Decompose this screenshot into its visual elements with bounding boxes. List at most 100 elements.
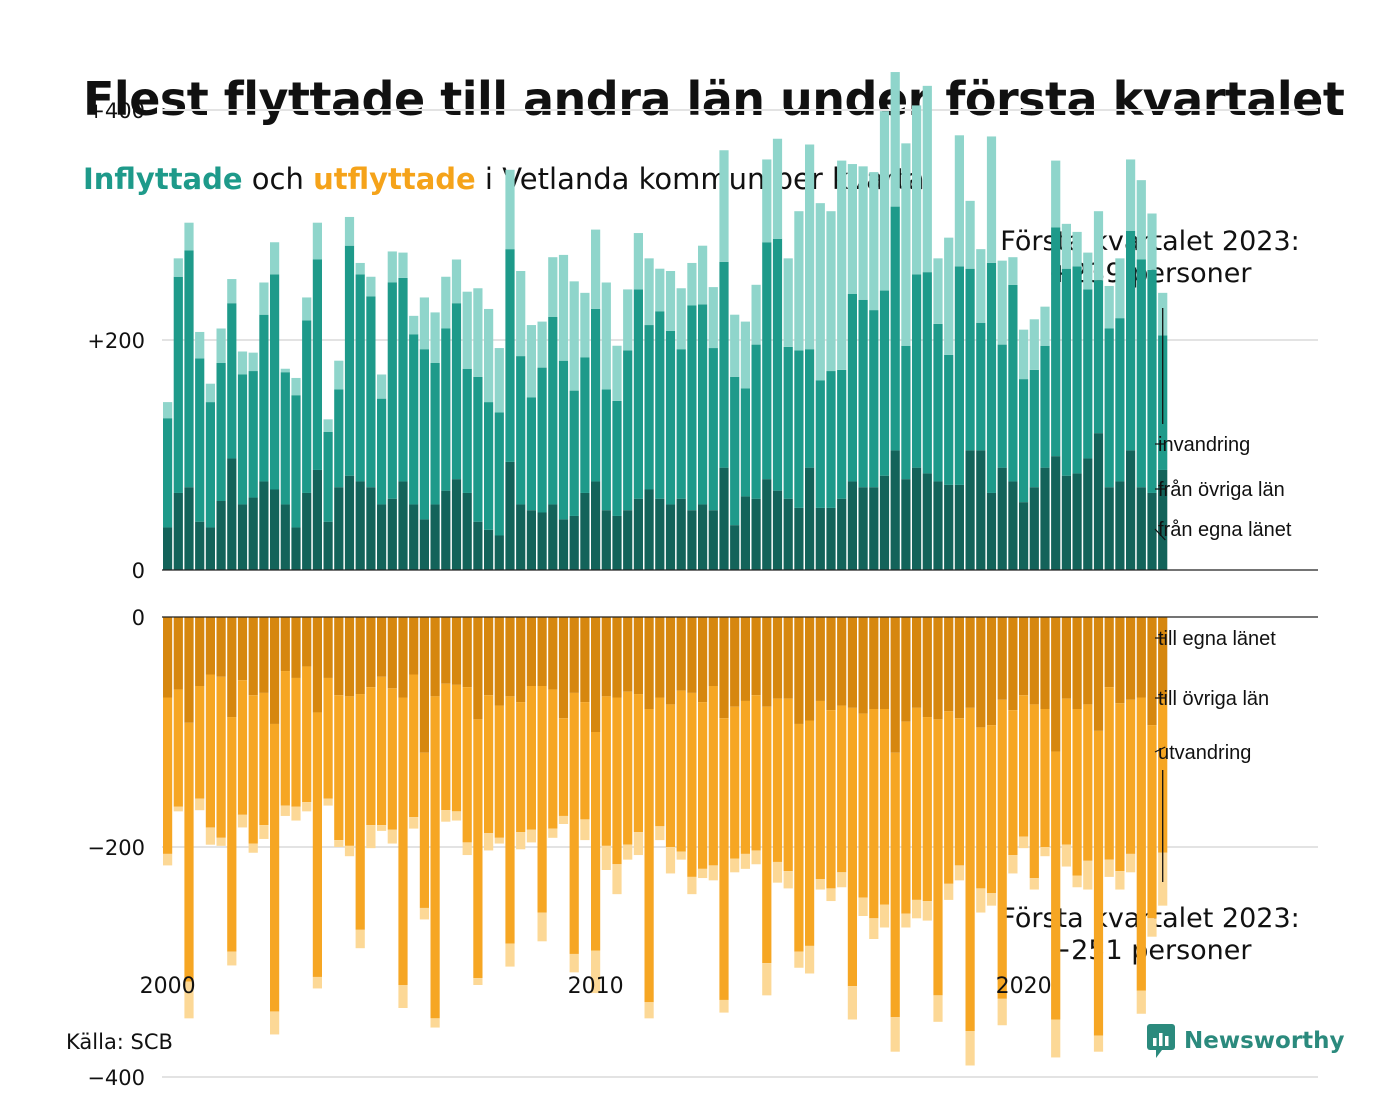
bar-out-ovriga [997, 699, 1007, 999]
bar-in-invandring [173, 258, 183, 277]
bar-in-ovriga [558, 360, 569, 520]
bar-out-ovriga [1061, 698, 1071, 845]
bar-in-ovriga [580, 357, 590, 493]
bar-out-egna [1029, 617, 1039, 705]
bar-out-egna [1115, 617, 1125, 704]
bar-out-egna [366, 617, 376, 688]
bar-out-ovriga [398, 697, 408, 985]
bar-out-egna [772, 617, 783, 699]
bar-in-invandring [762, 159, 772, 243]
subtitle-rest: i Vetlanda kommun per kvartal [475, 162, 933, 196]
bar-in-ovriga [505, 249, 515, 462]
chart-subtitle: Inflyttade och utflyttade i Vetlanda kom… [83, 162, 933, 196]
bar-in-invandring [1136, 180, 1146, 260]
bar-in-ovriga [751, 344, 761, 499]
bar-in-egna [1019, 502, 1029, 570]
bar-in-egna [355, 481, 365, 570]
bar-out-utvandring [901, 913, 911, 928]
bar-in-invandring [1126, 159, 1136, 231]
bar-in-ovriga [676, 349, 686, 499]
bar-out-utvandring [837, 872, 847, 888]
bar-in-ovriga [366, 296, 376, 488]
logo-text: Newsworthy [1184, 1028, 1345, 1054]
bar-in-ovriga [398, 277, 408, 482]
bar-in-egna [419, 519, 429, 570]
bar-out-egna [901, 617, 911, 722]
bar-out-egna [665, 617, 676, 705]
bar-in-ovriga [1147, 269, 1157, 493]
bar-out-utvandring [912, 899, 922, 919]
bar-in-ovriga [163, 418, 173, 528]
bar-out-utvandring [772, 861, 783, 883]
bar-in-ovriga [473, 376, 483, 522]
bar-out-utvandring [1029, 878, 1039, 890]
bar-in-egna [173, 492, 183, 570]
bar-in-invandring [1093, 211, 1104, 281]
subtitle-connector: och [242, 162, 314, 196]
bar-out-utvandring [698, 868, 708, 879]
bar-out-ovriga [1051, 751, 1061, 1020]
bar-out-ovriga [227, 717, 237, 952]
bar-in-egna [762, 479, 772, 570]
bar-out-ovriga [195, 686, 205, 799]
bar-out-utvandring [954, 865, 964, 881]
bar-out-ovriga [163, 697, 173, 854]
bar-out-egna [462, 617, 472, 688]
bar-out-ovriga [355, 694, 365, 930]
bar-out-egna [655, 617, 665, 698]
bar-in-invandring [291, 377, 301, 396]
bar-in-egna [302, 492, 312, 570]
bar-in-invandring [986, 136, 997, 263]
bar-out-egna [195, 617, 205, 686]
bar-in-ovriga [687, 305, 697, 511]
bar-out-ovriga [847, 707, 857, 987]
bar-out-ovriga [419, 752, 429, 908]
bar-out-utvandring [730, 858, 740, 873]
bar-out-egna [451, 617, 462, 685]
bar-in-ovriga [794, 350, 804, 508]
bar-in-egna [1061, 475, 1071, 570]
bar-out-ovriga [580, 702, 590, 820]
bar-out-ovriga [1029, 704, 1039, 879]
bar-in-egna [430, 504, 440, 570]
bar-in-egna [1008, 481, 1018, 570]
bar-out-egna [879, 617, 890, 709]
bar-out-egna [173, 617, 183, 690]
bar-in-invandring [569, 281, 579, 391]
bar-in-egna [665, 504, 676, 570]
bar-out-ovriga [537, 686, 547, 913]
bar-out-utvandring [355, 929, 365, 949]
bar-out-ovriga [473, 719, 483, 979]
bar-out-ovriga [387, 688, 397, 830]
bar-in-ovriga [205, 402, 215, 528]
bar-in-ovriga [944, 354, 954, 485]
bar-out-ovriga [986, 725, 997, 893]
bar-out-utvandring [366, 825, 376, 849]
newsworthy-logo[interactable]: Newsworthy [1146, 1023, 1345, 1059]
bar-out-utvandring [986, 893, 997, 906]
label-till-ovriga-lan: till övriga län [1158, 688, 1269, 710]
bar-out-ovriga [409, 674, 419, 818]
bar-out-egna [762, 617, 772, 707]
bar-in-invandring [869, 172, 879, 311]
bar-out-egna [633, 617, 643, 695]
bar-out-ovriga [676, 690, 686, 852]
bar-in-egna [259, 481, 269, 570]
bar-out-ovriga [462, 687, 472, 843]
utflyttade-bars [163, 617, 1168, 1066]
bar-in-invandring [890, 72, 900, 207]
bar-out-egna [558, 617, 569, 719]
bar-out-egna [826, 617, 836, 711]
bar-out-egna [740, 617, 750, 701]
bar-in-ovriga [1126, 230, 1136, 451]
bar-out-utvandring [473, 978, 483, 985]
bar-in-ovriga [237, 374, 248, 505]
bar-in-egna [858, 487, 868, 570]
bar-out-ovriga [516, 702, 526, 833]
bar-in-ovriga [1019, 379, 1029, 503]
bar-in-egna [312, 469, 322, 570]
bar-in-invandring [216, 328, 226, 363]
bar-in-ovriga [740, 388, 750, 497]
bar-out-ovriga [944, 711, 954, 884]
annotation-bottom-line2: −251 personer [1048, 935, 1252, 966]
